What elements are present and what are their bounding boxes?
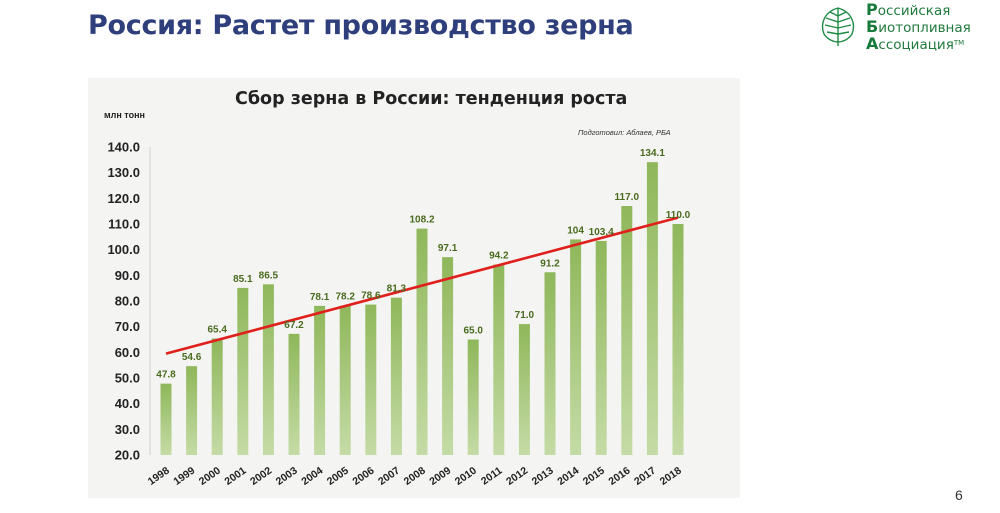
data-label-2001: 85.1	[233, 274, 253, 285]
x-tick-label: 2003	[274, 465, 300, 488]
y-tick-label: 40.0	[115, 396, 140, 411]
x-tick-label: 2006	[351, 465, 377, 488]
x-tick-label: 2002	[248, 465, 274, 488]
x-tick-label: 2013	[530, 465, 556, 488]
bar-2003	[288, 333, 300, 455]
bar-2002	[262, 284, 274, 455]
x-tick-label: 2000	[197, 465, 223, 488]
y-tick-label: 70.0	[115, 319, 140, 334]
x-tick-label: 2014	[555, 465, 581, 488]
x-tick-label: 2007	[376, 465, 402, 488]
data-label-2014: 104	[567, 225, 584, 236]
data-label-2007: 81.3	[387, 284, 407, 295]
trend-line	[165, 216, 679, 355]
bar-2004	[314, 305, 326, 455]
data-label-2002: 86.5	[259, 270, 279, 281]
data-label-2017: 134.1	[640, 148, 665, 159]
y-tick-label: 140.0	[107, 140, 140, 155]
data-label-2013: 91.2	[540, 258, 560, 269]
bar-2007	[390, 297, 402, 455]
bar-2018	[672, 224, 684, 455]
rba-logo: Российская Биотопливная АссоциацияTM	[812, 0, 1000, 53]
x-tick-label: 2004	[299, 465, 325, 488]
y-axis-unit: млн тонн	[104, 110, 145, 120]
y-tick-label: 60.0	[115, 345, 140, 360]
leaf-logo-icon	[821, 7, 855, 46]
y-tick-label: 130.0	[107, 165, 140, 180]
x-tick-label: 2015	[581, 465, 607, 488]
bar-2001	[237, 287, 249, 455]
y-tick-label: 50.0	[115, 371, 140, 386]
y-tick-label: 120.0	[107, 191, 140, 206]
bar-2009	[442, 257, 454, 455]
data-label-2009: 97.1	[438, 243, 458, 254]
page-number: 6	[955, 487, 963, 503]
data-label-2016: 117.0	[615, 192, 640, 203]
data-label-1999: 54.6	[182, 352, 202, 363]
x-tick-label: 2011	[479, 465, 505, 488]
bar-1998	[160, 383, 172, 455]
data-label-2003: 67.2	[284, 320, 304, 331]
x-tick-label: 2018	[658, 465, 684, 488]
x-tick-label: 2012	[504, 465, 530, 488]
data-label-1998: 47.8	[156, 370, 176, 381]
x-tick-label: 2008	[402, 465, 428, 488]
y-tick-label: 110.0	[108, 217, 140, 232]
bar-2013	[544, 272, 556, 455]
slide-title: Россия: Растет производство зерна	[88, 10, 634, 41]
bar-2008	[416, 228, 428, 455]
x-tick-label: 2001	[223, 465, 249, 488]
data-label-2008: 108.2	[409, 215, 434, 226]
y-tick-label: 90.0	[115, 268, 140, 283]
bar-2010	[467, 339, 479, 455]
y-tick-label: 30.0	[115, 422, 140, 437]
data-label-2015: 103.4	[589, 227, 614, 238]
bar-1999	[186, 366, 198, 455]
bar-2005	[339, 305, 351, 455]
data-label-2004: 78.1	[310, 292, 330, 303]
bar-2011	[493, 264, 505, 455]
data-label-2005: 78.2	[335, 292, 355, 303]
bar-2017	[646, 162, 658, 456]
x-tick-label: 1998	[146, 465, 172, 488]
y-tick-label: 100.0	[107, 242, 140, 257]
logo-text: Российская Биотопливная АссоциацияTM	[866, 0, 971, 53]
source-note: Подготовил: Аблаев, РБА	[578, 128, 671, 137]
data-label-2012: 71.0	[515, 310, 535, 321]
data-label-2000: 65.4	[207, 324, 227, 335]
x-tick-label: 2016	[607, 465, 633, 488]
y-tick-label: 80.0	[115, 294, 140, 309]
bar-2000	[211, 338, 223, 455]
x-tick-label: 2009	[427, 465, 453, 488]
data-label-2006: 78.6	[361, 291, 381, 302]
x-tick-label: 2010	[453, 465, 479, 488]
x-tick-label: 1999	[171, 465, 197, 488]
y-tick-label: 20.0	[115, 448, 140, 463]
bar-2016	[621, 206, 633, 455]
bar-2006	[365, 304, 377, 455]
bar-2012	[518, 324, 530, 455]
data-label-2011: 94.2	[489, 251, 509, 262]
x-tick-label: 2017	[632, 465, 658, 488]
chart-title: Сбор зерна в России: тенденция роста	[235, 89, 628, 109]
bar-2014	[570, 239, 582, 455]
x-tick-label: 2005	[325, 465, 351, 488]
data-label-2018: 110.0	[666, 210, 691, 221]
bar-2015	[595, 240, 607, 455]
data-label-2010: 65.0	[463, 326, 483, 337]
